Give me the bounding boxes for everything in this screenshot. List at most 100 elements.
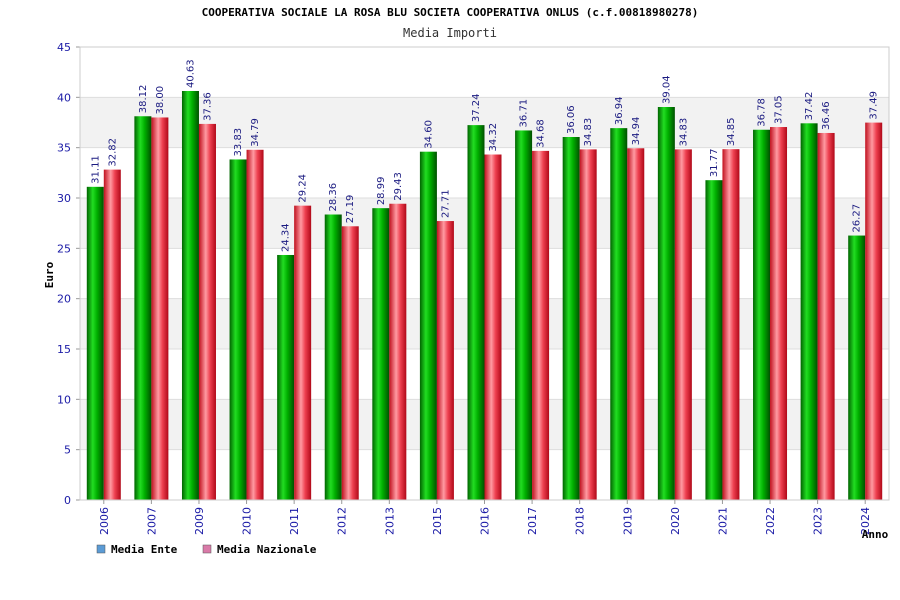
value-label: 36.78 <box>757 98 768 127</box>
bar-media-ente-2023 <box>800 123 818 501</box>
y-tick-label: 30 <box>57 192 71 205</box>
x-axis-label: Anno <box>862 528 889 541</box>
y-tick-label: 15 <box>57 343 71 356</box>
value-label: 37.49 <box>869 91 880 120</box>
bar-media-nazionale-2018 <box>579 149 597 501</box>
x-tick-label: 2024 <box>859 507 872 535</box>
value-label: 36.94 <box>614 96 625 125</box>
legend-item-media-nazionale: Media Nazionale <box>202 543 317 556</box>
bar-media-ente-2006 <box>86 186 104 501</box>
legend-label: Media Ente <box>111 543 178 556</box>
x-tick-label: 2006 <box>98 507 111 535</box>
bar-media-ente-2016 <box>467 125 485 500</box>
x-tick-label: 2010 <box>241 507 254 535</box>
bar-media-ente-2015 <box>419 151 437 500</box>
bar-media-ente-2022 <box>753 129 771 501</box>
x-tick-label: 2012 <box>336 507 349 535</box>
value-label: 39.04 <box>661 75 672 104</box>
x-tick-label: 2019 <box>621 507 634 535</box>
bar-media-nazionale-2016 <box>484 154 502 500</box>
legend-item-media-ente: Media Ente <box>96 543 178 556</box>
bar-media-nazionale-2019 <box>627 148 645 500</box>
value-label: 37.42 <box>804 92 815 121</box>
bar-media-nazionale-2010 <box>246 149 264 500</box>
x-tick-label: 2007 <box>145 507 158 535</box>
value-label: 29.24 <box>298 174 309 203</box>
value-label: 37.24 <box>471 93 482 122</box>
bar-media-nazionale-2007 <box>151 117 169 500</box>
value-label: 34.68 <box>536 119 547 148</box>
bar-media-ente-2024 <box>848 235 866 501</box>
bar-media-nazionale-2022 <box>770 127 788 500</box>
bar-media-nazionale-2023 <box>817 132 835 500</box>
bar-media-ente-2020 <box>657 106 675 501</box>
bar-media-nazionale-2012 <box>341 226 359 500</box>
legend-label: Media Nazionale <box>217 543 317 556</box>
x-tick-label: 2011 <box>288 507 301 535</box>
value-label: 36.71 <box>519 99 530 128</box>
bar-media-ente-2011 <box>277 254 295 500</box>
value-label: 28.36 <box>328 183 339 212</box>
x-tick-label: 2013 <box>383 507 396 535</box>
x-tick-label: 2017 <box>526 507 539 535</box>
value-label: 37.36 <box>202 92 213 121</box>
bar-media-nazionale-2021 <box>722 149 740 500</box>
bar-media-nazionale-2011 <box>294 205 312 500</box>
value-label: 31.77 <box>709 149 720 178</box>
value-label: 38.00 <box>155 86 166 115</box>
value-label: 38.12 <box>138 85 149 114</box>
x-tick-label: 2015 <box>431 507 444 535</box>
bar-media-ente-2013 <box>372 208 390 500</box>
axes: 0 5 10 15 20 25 30 35 40 45 2006 2007 2009 2010 2011 20… <box>57 41 890 535</box>
bar-media-nazionale-2017 <box>532 150 550 500</box>
y-tick-label: 25 <box>57 242 71 255</box>
y-tick-label: 35 <box>57 142 71 155</box>
legend: Media Ente Media Nazionale <box>96 543 317 556</box>
y-tick-label: 5 <box>64 444 71 457</box>
bar-media-nazionale-2009 <box>198 123 216 500</box>
bar-media-nazionale-2020 <box>674 149 692 501</box>
chart-subtitle: Media Importi <box>403 26 497 40</box>
value-label: 34.32 <box>488 123 499 152</box>
value-label: 34.79 <box>250 118 261 147</box>
y-tick-label: 40 <box>57 91 71 104</box>
bar-media-ente-2019 <box>610 128 628 500</box>
y-tick-label: 20 <box>57 293 71 306</box>
x-tick-label: 2022 <box>764 507 777 535</box>
bar-media-ente-2009 <box>181 90 199 500</box>
legend-swatch <box>96 544 106 554</box>
bar-media-ente-2021 <box>705 180 723 500</box>
bar-media-ente-2007 <box>134 116 152 500</box>
value-label: 27.19 <box>345 195 356 224</box>
value-label: 40.63 <box>185 59 196 88</box>
x-tick-label: 2016 <box>479 507 492 535</box>
value-label: 34.60 <box>423 120 434 149</box>
value-label: 36.06 <box>566 105 577 134</box>
grid-band <box>80 47 889 98</box>
value-label: 32.82 <box>107 138 118 167</box>
value-label: 26.27 <box>852 204 863 233</box>
value-label: 33.83 <box>233 128 244 157</box>
value-labels: 31.11 32.82 38.12 38.00 40.63 37.36 33.83 34.79… <box>90 59 879 252</box>
value-label: 36.46 <box>821 101 832 130</box>
value-label: 37.05 <box>774 95 785 124</box>
y-tick-label: 45 <box>57 41 71 54</box>
value-label: 34.83 <box>583 118 594 147</box>
bar-media-nazionale-2024 <box>865 122 883 500</box>
bar-media-ente-2012 <box>324 214 342 500</box>
value-label: 28.99 <box>376 177 387 206</box>
value-label: 31.11 <box>90 155 101 184</box>
bar-media-nazionale-2013 <box>389 203 407 500</box>
x-tick-label: 2020 <box>669 507 682 535</box>
bar-media-ente-2018 <box>562 136 580 500</box>
bar-media-nazionale-2015 <box>436 221 454 500</box>
y-tick-label: 10 <box>57 393 71 406</box>
x-tick-label: 2009 <box>193 507 206 535</box>
bar-media-ente-2017 <box>515 130 533 500</box>
y-tick-label: 0 <box>64 494 71 507</box>
x-tick-label: 2021 <box>716 507 729 535</box>
bar-media-ente-2010 <box>229 159 247 500</box>
value-label: 24.34 <box>281 223 292 252</box>
x-tick-label: 2018 <box>574 507 587 535</box>
